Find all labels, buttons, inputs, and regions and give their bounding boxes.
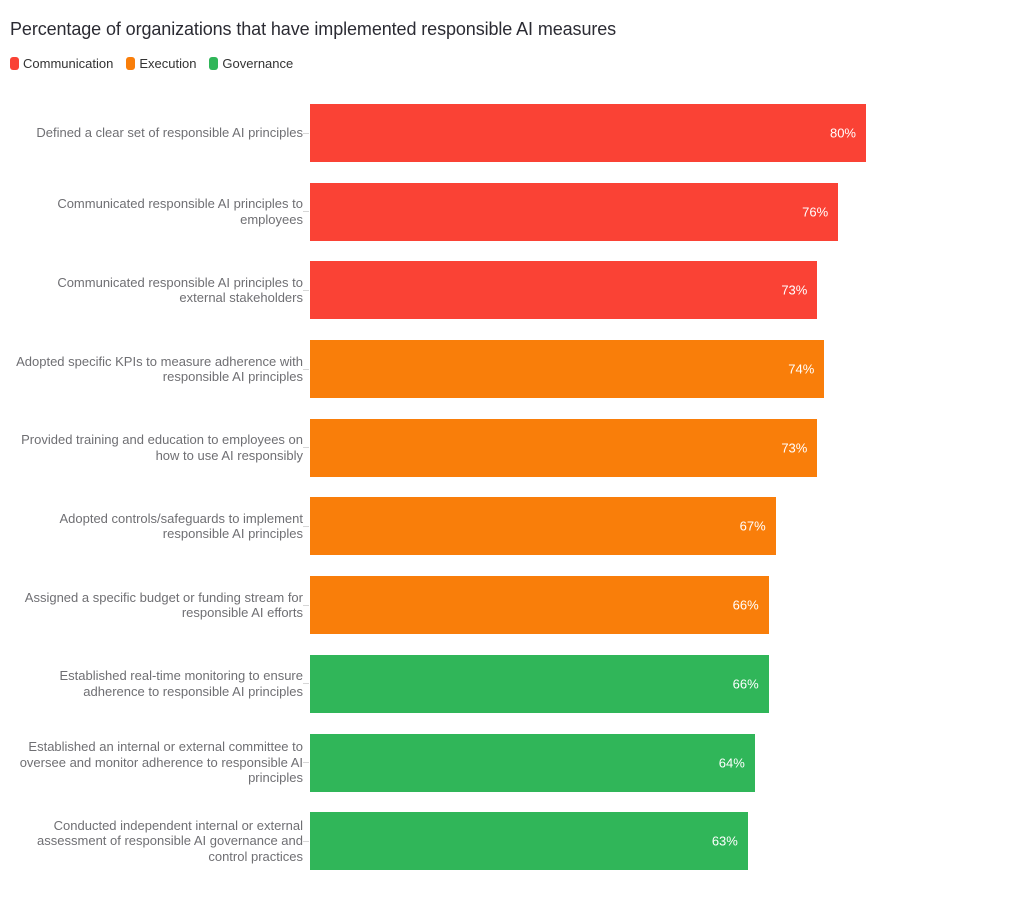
legend-swatch-icon	[209, 57, 219, 70]
legend-label: Execution	[139, 56, 197, 71]
bar-track: 64%	[310, 733, 1005, 792]
bar-track: 66%	[310, 654, 1005, 713]
bar-row: Provided training and education to emplo…	[0, 418, 1023, 477]
bar-track: 74%	[310, 340, 1005, 399]
bar-track: 66%	[310, 576, 1005, 635]
bar-value-label: 80%	[829, 125, 856, 141]
bar-label: Established an internal or external comm…	[19, 739, 303, 786]
bar-label: Adopted controls/safeguards to implement…	[59, 510, 303, 542]
bar-value-label: 73%	[781, 282, 808, 298]
bar-label: Adopted specific KPIs to measure adheren…	[16, 353, 303, 385]
bar-value-label: 74%	[788, 361, 815, 377]
axis-tick	[303, 447, 309, 449]
axis-tick	[303, 683, 309, 685]
bar-track: 80%	[310, 104, 1005, 162]
bar-track: 73%	[310, 418, 1005, 477]
axis-tick	[303, 525, 309, 527]
bar: 73%	[310, 261, 818, 320]
bar: 80%	[310, 104, 866, 162]
bar: 74%	[310, 340, 825, 399]
bar-row: Established real-time monitoring to ensu…	[0, 654, 1023, 713]
bar-row: Defined a clear set of responsible AI pr…	[0, 104, 1023, 162]
axis-tick	[303, 368, 309, 370]
bar: 63%	[310, 812, 748, 871]
bar-track: 67%	[310, 497, 1005, 556]
bar-row: Adopted specific KPIs to measure adheren…	[0, 340, 1023, 399]
legend-item: Governance	[209, 56, 293, 71]
bars-area: Defined a clear set of responsible AI pr…	[0, 104, 1023, 871]
bar-label: Conducted independent internal or extern…	[37, 817, 303, 864]
axis-tick	[303, 604, 309, 606]
bar-value-label: 67%	[739, 518, 766, 534]
bar: 76%	[310, 182, 839, 241]
legend-label: Governance	[222, 56, 294, 71]
bar-value-label: 64%	[718, 755, 745, 770]
axis-tick	[303, 762, 309, 763]
axis-tick	[303, 289, 309, 291]
bar: 73%	[310, 418, 818, 477]
bar-row: Communicated responsible AI principles t…	[0, 182, 1023, 241]
bar: 66%	[310, 654, 769, 713]
axis-tick	[303, 840, 309, 842]
bar: 67%	[310, 497, 776, 556]
bar: 64%	[310, 733, 755, 792]
bar-value-label: 76%	[802, 204, 829, 220]
bar-row: Communicated responsible AI principles t…	[0, 261, 1023, 320]
bar-track: 76%	[310, 182, 1005, 241]
bar-track: 73%	[310, 261, 1005, 320]
bar-label: Established real-time monitoring to ensu…	[59, 668, 303, 699]
bar-value-label: 73%	[781, 440, 808, 456]
bar-label: Provided training and education to emplo…	[21, 432, 303, 463]
axis-tick	[303, 132, 309, 134]
bar-row: Assigned a specific budget or funding st…	[0, 576, 1023, 635]
legend-label: Communication	[23, 56, 114, 71]
bar-label: Assigned a specific budget or funding st…	[24, 589, 303, 621]
legend-item: Execution	[126, 56, 196, 71]
bar-label: Communicated responsible AI principles t…	[57, 274, 303, 306]
chart-title: Percentage of organizations that have im…	[10, 19, 617, 39]
bar-value-label: 66%	[732, 676, 759, 692]
bar-label: Communicated responsible AI principles t…	[57, 196, 303, 227]
axis-tick	[303, 211, 309, 213]
legend: Communication Execution Governance	[10, 56, 293, 71]
legend-swatch-icon	[126, 57, 136, 70]
legend-swatch-icon	[10, 57, 19, 70]
bar-value-label: 66%	[732, 597, 759, 613]
bar-label: Defined a clear set of responsible AI pr…	[36, 125, 303, 141]
bar: 66%	[310, 576, 769, 635]
bar-value-label: 63%	[711, 833, 738, 849]
bar-row: Adopted controls/safeguards to implement…	[0, 497, 1023, 556]
bar-track: 63%	[310, 812, 1005, 871]
bar-row: Established an internal or external comm…	[0, 733, 1023, 792]
legend-item: Communication	[10, 56, 113, 71]
bar-row: Conducted independent internal or extern…	[0, 812, 1023, 871]
